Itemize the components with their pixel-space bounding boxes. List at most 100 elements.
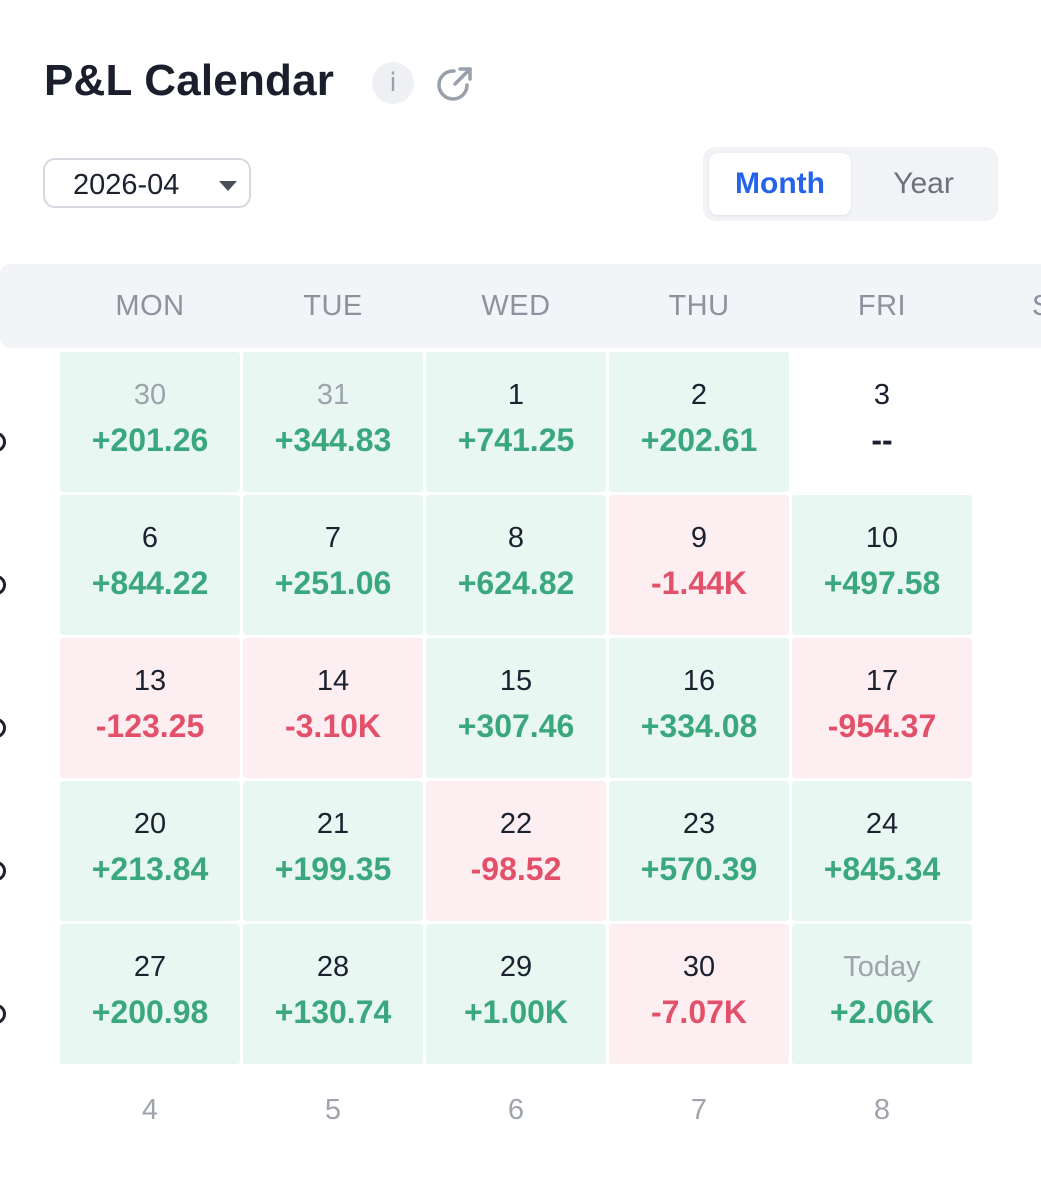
day-pnl-value: -1.44K xyxy=(650,565,748,601)
day-number: 6 xyxy=(141,522,159,554)
next-month-day[interactable]: 4 xyxy=(141,1094,159,1126)
weekday-header: MON TUE WED THU FRI S xyxy=(0,264,1041,348)
calendar-day[interactable]: 3 -- xyxy=(792,352,972,492)
day-number: 30 xyxy=(133,379,167,411)
day-pnl-value: +202.61 xyxy=(640,422,758,458)
day-pnl-value: +1.00K xyxy=(463,994,569,1030)
weekday-label: THU xyxy=(668,290,730,322)
calendar-day[interactable]: 13 -123.25 xyxy=(60,638,240,778)
day-number: 15 xyxy=(499,665,533,697)
calendar-day[interactable]: 23 +570.39 xyxy=(609,781,789,921)
calendar-day[interactable]: 21 +199.35 xyxy=(243,781,423,921)
day-number: 3 xyxy=(873,379,891,411)
day-number: 21 xyxy=(316,808,350,840)
day-number: 7 xyxy=(324,522,342,554)
day-number: 20 xyxy=(133,808,167,840)
month-select-value: 2026-04 xyxy=(73,169,180,201)
day-number: 16 xyxy=(682,665,716,697)
day-pnl-value: +570.39 xyxy=(640,851,758,887)
calendar-day[interactable]: 30 -7.07K xyxy=(609,924,789,1064)
day-pnl-value: +130.74 xyxy=(274,994,392,1030)
day-pnl-value: +200.98 xyxy=(91,994,209,1030)
day-pnl-value: +307.46 xyxy=(457,708,575,744)
weekday-label: MON xyxy=(115,290,185,322)
calendar-day[interactable]: 6 +844.22 xyxy=(60,495,240,635)
day-number: 24 xyxy=(865,808,899,840)
calendar-day[interactable]: 27 +200.98 xyxy=(60,924,240,1064)
calendar-day[interactable]: 30 +201.26 xyxy=(60,352,240,492)
day-pnl-value: -123.25 xyxy=(95,708,205,744)
day-number: 10 xyxy=(865,522,899,554)
calendar-day[interactable]: 10 +497.58 xyxy=(792,495,972,635)
week-row-marker xyxy=(0,1004,6,1024)
calendar-day[interactable]: 31 +344.83 xyxy=(243,352,423,492)
day-pnl-value: +741.25 xyxy=(457,422,575,458)
day-number: 1 xyxy=(507,379,525,411)
calendar-day[interactable]: 2 +202.61 xyxy=(609,352,789,492)
next-month-day[interactable]: 6 xyxy=(507,1094,525,1126)
day-number: 14 xyxy=(316,665,350,697)
day-pnl-value: -954.37 xyxy=(827,708,937,744)
weekday-label: FRI xyxy=(857,290,907,322)
day-pnl-value: +497.58 xyxy=(823,565,941,601)
day-number: 29 xyxy=(499,951,533,983)
calendar-day[interactable]: 24 +845.34 xyxy=(792,781,972,921)
day-pnl-value: +624.82 xyxy=(457,565,575,601)
calendar-day[interactable]: 7 +251.06 xyxy=(243,495,423,635)
day-pnl-value: -7.07K xyxy=(650,994,748,1030)
day-number: 27 xyxy=(133,951,167,983)
day-pnl-value: +2.06K xyxy=(829,994,935,1030)
day-pnl-value: +844.22 xyxy=(91,565,209,601)
day-number: 23 xyxy=(682,808,716,840)
day-number: Today xyxy=(843,951,921,983)
tab-year[interactable]: Year xyxy=(893,167,954,200)
next-month-day[interactable]: 8 xyxy=(873,1094,891,1126)
calendar-day[interactable]: 22 -98.52 xyxy=(426,781,606,921)
calendar-day[interactable]: 28 +130.74 xyxy=(243,924,423,1064)
day-number: 8 xyxy=(507,522,525,554)
tab-month[interactable]: Month xyxy=(709,153,851,215)
month-select[interactable]: 2026-04 xyxy=(43,158,251,208)
share-icon[interactable] xyxy=(436,63,476,103)
calendar-day[interactable]: 20 +213.84 xyxy=(60,781,240,921)
weekday-label: TUE xyxy=(303,290,363,322)
info-icon[interactable]: i xyxy=(372,62,414,104)
calendar-day[interactable]: 9 -1.44K xyxy=(609,495,789,635)
calendar-day[interactable]: 1 +741.25 xyxy=(426,352,606,492)
next-month-day[interactable]: 7 xyxy=(690,1094,708,1126)
day-number: 2 xyxy=(690,379,708,411)
day-number: 22 xyxy=(499,808,533,840)
weekday-label: WED xyxy=(481,290,551,322)
day-pnl-value: +201.26 xyxy=(91,422,209,458)
calendar-day[interactable]: 17 -954.37 xyxy=(792,638,972,778)
week-row-marker xyxy=(0,718,6,738)
day-pnl-value: +334.08 xyxy=(640,708,758,744)
day-pnl-value: -- xyxy=(871,422,893,458)
page-title: P&L Calendar xyxy=(44,56,335,105)
caret-down-icon xyxy=(219,181,237,191)
calendar-day-today[interactable]: Today +2.06K xyxy=(792,924,972,1064)
day-pnl-value: +845.34 xyxy=(823,851,941,887)
day-pnl-value: +213.84 xyxy=(91,851,209,887)
calendar-day[interactable]: 15 +307.46 xyxy=(426,638,606,778)
day-pnl-value: +344.83 xyxy=(274,422,392,458)
calendar-day[interactable]: 29 +1.00K xyxy=(426,924,606,1064)
day-number: 30 xyxy=(682,951,716,983)
day-number: 9 xyxy=(690,522,708,554)
day-pnl-value: -3.10K xyxy=(284,708,382,744)
day-pnl-value: +251.06 xyxy=(274,565,392,601)
next-month-day[interactable]: 5 xyxy=(324,1094,342,1126)
day-number: 28 xyxy=(316,951,350,983)
view-toggle: Month Year xyxy=(703,147,998,221)
week-row-marker xyxy=(0,575,6,595)
calendar-day[interactable]: 14 -3.10K xyxy=(243,638,423,778)
day-number: 17 xyxy=(865,665,899,697)
day-number: 13 xyxy=(133,665,167,697)
day-number: 31 xyxy=(316,379,350,411)
week-row-marker xyxy=(0,432,6,452)
calendar-day[interactable]: 8 +624.82 xyxy=(426,495,606,635)
day-pnl-value: -98.52 xyxy=(470,851,562,887)
calendar-day[interactable]: 16 +334.08 xyxy=(609,638,789,778)
weekday-label-partial: S xyxy=(1032,264,1041,348)
week-row-marker xyxy=(0,861,6,881)
